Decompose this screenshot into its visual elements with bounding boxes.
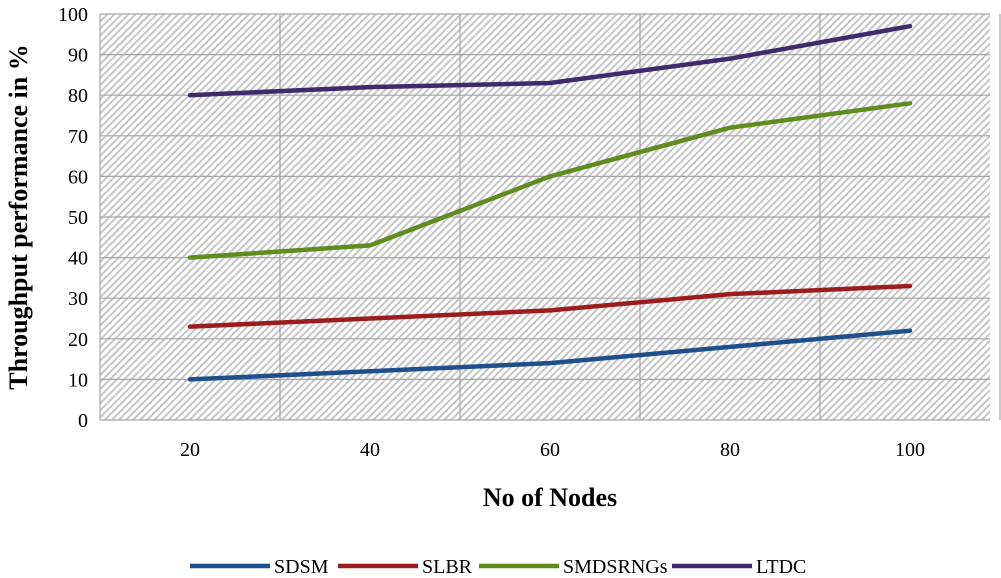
legend: SDSM SLBR SMDSRNGs LTDC	[190, 556, 806, 578]
series-line-slbr	[187, 283, 913, 329]
y-tick-label-40: 40	[68, 248, 88, 270]
y-axis-title: Throughput performance in %	[4, 44, 33, 390]
y-tick-label-80: 80	[68, 85, 88, 107]
y-tick-label-70: 70	[68, 126, 88, 148]
y-tick-label-10: 10	[68, 369, 88, 391]
series-line-ltdc	[187, 23, 913, 98]
x-tick-label-80: 80	[720, 439, 740, 461]
x-tick-label-40: 40	[360, 439, 380, 461]
series-line-smdsrngs	[187, 101, 913, 260]
x-tick-label-20: 20	[180, 439, 200, 461]
y-tick-label-30: 30	[68, 288, 88, 310]
y-tick-label-100: 100	[58, 4, 88, 26]
y-tick-label-50: 50	[68, 207, 88, 229]
legend-label-smdsrngs: SMDSRNGs	[563, 556, 668, 578]
series-line-sdsm	[187, 328, 913, 382]
y-tick-label-20: 20	[68, 329, 88, 351]
y-tick-label-0: 0	[78, 410, 88, 432]
x-tick-label-60: 60	[540, 439, 560, 461]
tick-labels: 0 10 20 30 40 50 60 70 80 90 100 20 40 60 80 100	[58, 4, 925, 461]
x-tick-label-100: 100	[895, 439, 925, 461]
y-tick-label-60: 60	[68, 166, 88, 188]
legend-label-slbr: SLBR	[422, 556, 473, 578]
gridlines	[99, 13, 1001, 421]
y-tick-label-90: 90	[68, 45, 88, 67]
x-axis-title: No of Nodes	[483, 483, 617, 512]
series-lines	[187, 23, 913, 382]
legend-label-sdsm: SDSM	[274, 556, 329, 578]
legend-label-ltdc: LTDC	[756, 556, 806, 578]
